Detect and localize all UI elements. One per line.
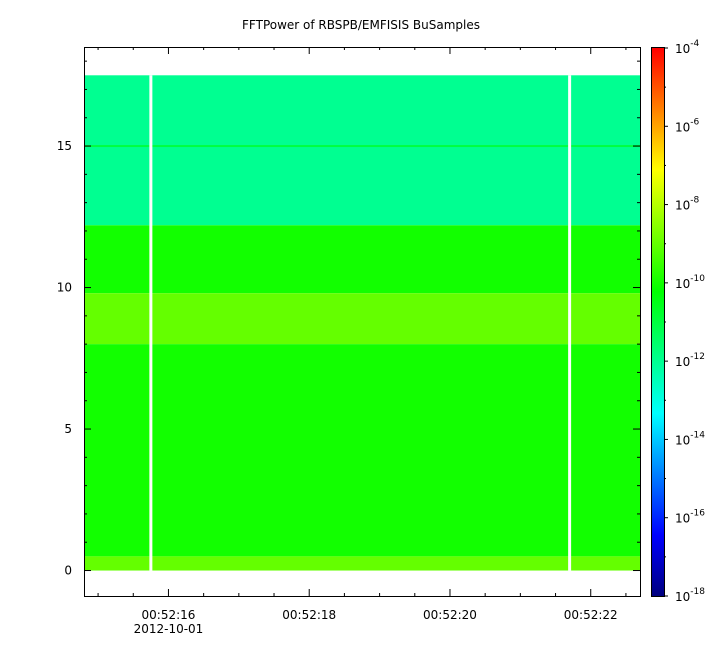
data-gaps [149,75,572,571]
spectrogram-heatmap [85,75,640,571]
plot-frame [84,47,641,597]
spectral-line [85,145,640,148]
colorbar-tick-label: 10-4 [675,39,700,56]
colorbar-tick-label: 10-14 [675,430,705,447]
colorbar-tick-label: 10-10 [675,274,705,291]
colorbar-tick-label: 10-12 [675,352,705,369]
colorbar-tick-label: 10-8 [675,196,700,213]
y-axis: 0 5 10 15 [57,60,640,578]
x-tick-label: 00:52:18 [282,608,336,622]
spectrogram-band [85,75,640,226]
colorbar-gradient [652,48,664,596]
colorbar-tick-label: 10-18 [675,587,705,604]
colorbar-tick-label: 10-16 [675,509,705,526]
colorbar: 10-4 10-6 10-8 10-10 10-12 10-14 10-16 10-18 [651,39,705,604]
spectrogram-band [85,225,640,294]
x-tick-label: 00:52:22 [564,608,618,622]
spectrogram-band [85,344,640,557]
x-tick-label: 00:52:20 [423,608,477,622]
data-gap [568,75,572,571]
colorbar-tick-label: 10-6 [675,117,700,134]
y-tick-label: 15 [57,139,72,153]
chart-title: FFTPower of RBSPB/EMFISIS BuSamples [242,18,480,32]
plot-area [84,47,641,597]
x-tick-label: 00:52:16 [142,608,196,622]
spectrogram-band [85,293,640,345]
y-tick-label: 5 [64,422,72,436]
data-gap [149,75,153,571]
y-tick-label: 10 [57,281,72,295]
spectrogram-band [85,556,640,571]
x-date-label: 2012-10-01 [134,622,204,636]
y-tick-label: 0 [64,564,72,578]
colorbar-ticks: 10-4 10-6 10-8 10-10 10-12 10-14 10-16 10-18 [664,39,705,604]
